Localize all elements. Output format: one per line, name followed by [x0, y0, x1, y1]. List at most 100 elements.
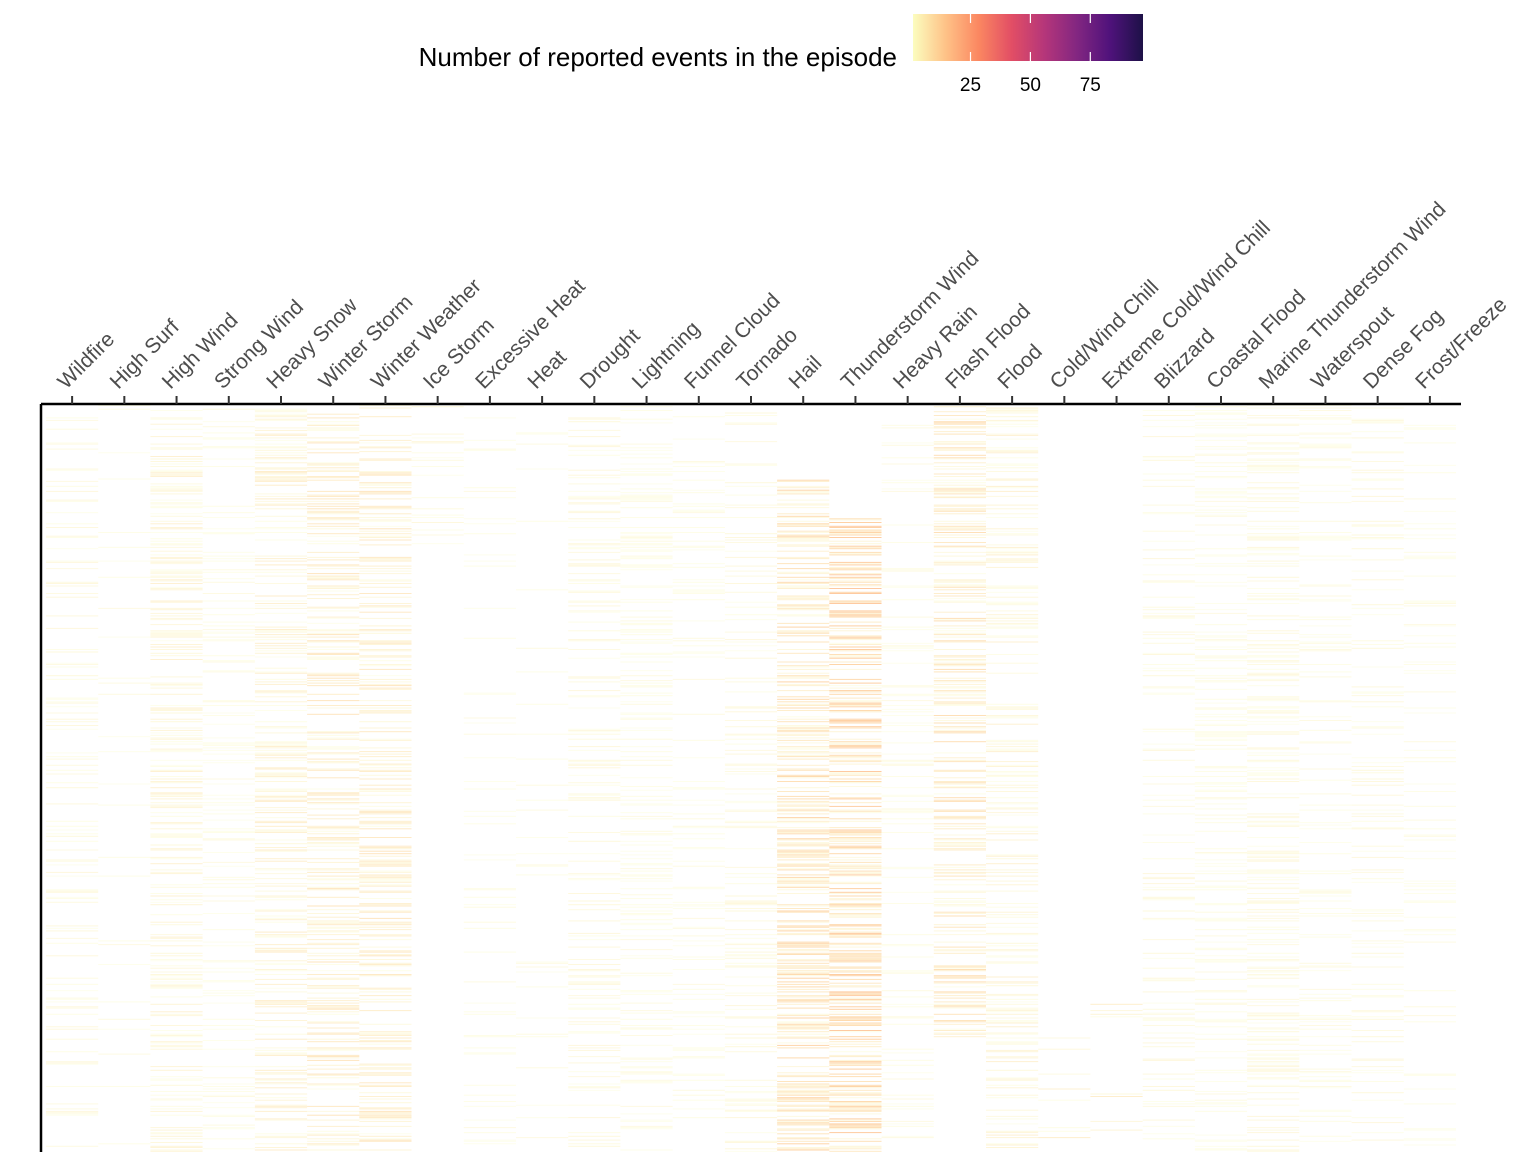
heatmap-cell: [1403, 990, 1456, 992]
heatmap-cell: [724, 720, 778, 721]
heatmap-cell: [202, 1114, 255, 1116]
heatmap-cell: [359, 924, 412, 926]
heatmap-cell: [150, 899, 203, 901]
heatmap-cell: [881, 693, 934, 695]
heatmap-cell: [777, 830, 830, 832]
heatmap-cell: [202, 967, 255, 969]
heatmap-cell: [620, 718, 673, 720]
heatmap-cell: [150, 981, 203, 983]
heatmap-cell: [46, 568, 99, 570]
heatmap-cell: [359, 565, 412, 567]
heatmap-cell: [620, 555, 673, 557]
heatmap-cell: [1194, 889, 1248, 891]
heatmap-cell: [829, 654, 882, 655]
heatmap-cell: [254, 1110, 308, 1112]
heatmap-cell: [359, 544, 412, 546]
heatmap-cell: [1351, 913, 1404, 914]
heatmap-cell: [1194, 1018, 1248, 1020]
heatmap-cell: [359, 870, 412, 872]
heatmap-cell: [1299, 664, 1352, 665]
heatmap-cell: [307, 525, 360, 527]
heatmap-cell: [777, 758, 830, 760]
heatmap-cell: [463, 565, 516, 567]
heatmap-cell: [933, 659, 986, 660]
heatmap-cell: [724, 422, 778, 424]
heatmap-cell: [1142, 642, 1195, 644]
heatmap-cell: [1142, 426, 1195, 428]
heatmap-cell: [986, 950, 1039, 952]
heatmap-cell: [150, 499, 203, 501]
heatmap-cell: [933, 573, 986, 575]
heatmap-cell: [150, 822, 203, 824]
heatmap-cell: [1351, 813, 1404, 815]
heatmap-cell: [1194, 515, 1248, 517]
heatmap-cell: [672, 905, 725, 907]
heatmap-cell: [1194, 534, 1248, 536]
heatmap-cell: [1403, 670, 1456, 672]
heatmap-cell: [724, 822, 778, 824]
heatmap-cell: [829, 1002, 882, 1004]
heatmap-cell: [254, 564, 308, 566]
heatmap-cell: [1247, 1027, 1300, 1029]
heatmap-cell: [254, 650, 308, 652]
heatmap-cell: [1299, 650, 1352, 652]
heatmap-cell: [202, 671, 255, 673]
heatmap-cell: [307, 944, 360, 946]
heatmap-cell: [724, 601, 778, 603]
heatmap-cell: [307, 1057, 360, 1059]
heatmap-cell: [777, 829, 830, 831]
heatmap-cell: [777, 532, 830, 533]
heatmap-cell: [1194, 748, 1248, 750]
heatmap-cell: [254, 830, 308, 832]
heatmap-cell: [1142, 574, 1195, 576]
heatmap-cell: [202, 661, 255, 663]
heatmap-cell: [150, 974, 203, 975]
heatmap-cell: [1194, 675, 1248, 677]
heatmap-cell: [724, 1005, 778, 1007]
heatmap-cell: [254, 705, 308, 706]
heatmap-cell: [150, 748, 203, 750]
heatmap-cell: [933, 849, 986, 851]
heatmap-cell: [777, 1086, 830, 1087]
heatmap-cell: [829, 612, 882, 614]
heatmap-cell: [777, 513, 830, 515]
heatmap-cell: [672, 416, 725, 418]
heatmap-cell: [829, 853, 882, 855]
heatmap-cell: [1194, 767, 1248, 769]
heatmap-cell: [46, 468, 99, 470]
heatmap-cell: [724, 965, 778, 967]
heatmap-cell: [1351, 804, 1404, 806]
heatmap-cell: [254, 1069, 308, 1071]
heatmap-cell: [254, 503, 308, 505]
heatmap-cell: [986, 1042, 1039, 1044]
heatmap-cell: [829, 1013, 882, 1015]
heatmap-cell: [98, 560, 151, 562]
heatmap-cell: [829, 946, 882, 948]
heatmap-cell: [359, 1082, 412, 1084]
heatmap-cell: [829, 545, 882, 547]
heatmap-cell: [202, 990, 255, 992]
heatmap-cell: [1194, 505, 1248, 507]
heatmap-cell: [463, 1105, 516, 1107]
heatmap-cell: [1247, 493, 1300, 495]
heatmap-cell: [620, 924, 673, 926]
heatmap-cell: [1403, 424, 1456, 426]
heatmap-cell: [1247, 1005, 1300, 1007]
heatmap-cell: [1247, 415, 1300, 416]
heatmap-cell: [829, 529, 882, 531]
heatmap-cell: [1142, 513, 1195, 515]
heatmap-cell: [359, 1032, 412, 1034]
heatmap-cell: [620, 550, 673, 552]
heatmap-cell: [568, 681, 621, 683]
heatmap-cell: [986, 551, 1039, 553]
heatmap-cell: [46, 560, 99, 562]
heatmap-cell: [568, 601, 621, 603]
heatmap-cell: [359, 738, 412, 740]
heatmap-cell: [620, 537, 673, 538]
heatmap-cell: [933, 415, 986, 416]
heatmap-cell: [1247, 932, 1300, 934]
heatmap-cell: [1142, 530, 1195, 532]
heatmap-cell: [881, 585, 934, 587]
heatmap-cell: [254, 732, 308, 734]
